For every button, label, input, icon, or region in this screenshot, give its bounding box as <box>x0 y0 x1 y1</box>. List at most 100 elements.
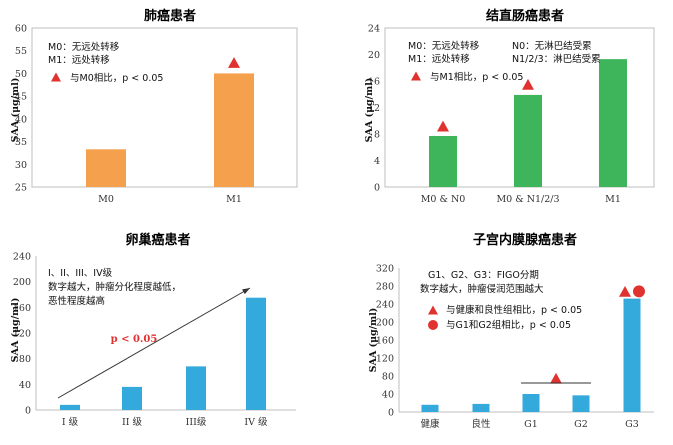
note-text: G1、G2、G3：FIGO分期 <box>428 270 539 281</box>
chart-title: 结直肠癌患者 <box>486 8 564 24</box>
note-text: M1：远处转移 <box>408 53 470 65</box>
trend-arrow-head-icon <box>242 288 250 295</box>
y-tick-label: 60 <box>15 24 27 35</box>
legend-text: 与M1相比，p < 0.05 <box>430 71 523 83</box>
chart-title: 子宫内膜腺癌患者 <box>473 232 577 248</box>
bar-4 <box>246 297 266 410</box>
legend-circle-icon <box>428 320 438 330</box>
y-tick-label: 280 <box>376 282 394 293</box>
chart-title: 卵巢癌患者 <box>125 232 190 248</box>
x-tick-label: M0 <box>98 194 114 205</box>
y-tick-label: 35 <box>15 137 27 148</box>
y-tick-label: 45 <box>15 92 27 103</box>
y-tick-label: 24 <box>368 24 380 35</box>
y-tick-label: 40 <box>15 114 27 125</box>
y-tick-label: 120 <box>376 354 394 365</box>
legend-text: 与健康和良性组相比，p < 0.05 <box>446 304 582 316</box>
y-tick-label: 240 <box>376 300 394 311</box>
note-text: M0：无远处转移 <box>408 40 480 52</box>
significance-triangle-icon <box>228 57 240 68</box>
significance-triangle-icon <box>437 120 449 132</box>
bar-1 <box>60 404 80 410</box>
significance-triangle-icon <box>550 372 562 384</box>
y-tick-label: 320 <box>376 264 394 275</box>
trend-arrow-line <box>57 287 251 399</box>
y-tick-label: 40 <box>19 380 31 391</box>
note-text: N1/2/3：淋巴结受累 <box>512 53 601 65</box>
x-tick-label: I 级 <box>62 416 79 428</box>
y-tick-label: 160 <box>13 303 31 314</box>
y-tick-label: 25 <box>15 183 27 194</box>
x-tick-label: M0 & N1/2/3 <box>496 194 559 205</box>
p-value-annotation: p < 0.05 <box>111 334 158 345</box>
y-tick-label: 30 <box>15 160 27 171</box>
x-tick-label: IV 级 <box>244 416 268 428</box>
chart-panel-2: 结直肠癌患者 0 4 8 12 16 20 24 SAA (μg/ml) M0 & N0 M0 & … <box>364 8 655 205</box>
y-tick-label: 0 <box>388 408 394 419</box>
x-tick-label: G3 <box>625 419 639 430</box>
y-tick-label: 120 <box>13 329 31 340</box>
bar-2 <box>122 386 142 410</box>
legend-triangle-icon <box>428 305 438 315</box>
y-tick-label: 16 <box>368 77 380 88</box>
x-tick-label: G2 <box>574 419 588 430</box>
y-tick-label: 50 <box>15 69 27 80</box>
bar-1 <box>86 149 126 187</box>
y-axis-label: SAA (μg/ml) <box>10 298 21 363</box>
legend-text: 与G1和G2组相比，p < 0.05 <box>446 319 571 331</box>
y-tick-label: 160 <box>376 336 394 347</box>
y-tick-label: 0 <box>25 406 31 417</box>
note-text: M1：远处转移 <box>48 54 110 66</box>
bar-3 <box>186 366 206 410</box>
y-tick-label: 8 <box>374 130 380 141</box>
x-tick-label: 健康 <box>420 418 440 430</box>
bar-4 <box>572 395 590 412</box>
y-axis-label: SAA (μg/ml) <box>10 78 21 143</box>
note-text: 数字越大，肿瘤分化程度越低， <box>48 281 181 293</box>
significance-circle-icon <box>633 285 645 298</box>
note-text: 恶性程度越高 <box>48 295 105 307</box>
x-tick-label: II 级 <box>122 416 143 428</box>
bar-5 <box>623 298 641 412</box>
bar-2 <box>214 73 254 187</box>
bar-1 <box>429 135 457 187</box>
y-tick-label: 240 <box>13 252 31 263</box>
bar-2 <box>472 403 490 412</box>
chart-title: 肺癌患者 <box>144 8 196 24</box>
y-tick-label: 40 <box>382 390 394 401</box>
significance-triangle-icon <box>619 286 631 297</box>
y-tick-label: 200 <box>376 318 394 329</box>
y-tick-label: 0 <box>374 183 380 194</box>
chart-panel-3: 卵巢癌患者 0 40 80 120 160 200 240 SAA (μg/ml) I 级 II 级… <box>10 232 296 428</box>
y-axis-label: SAA (μg/ml) <box>364 78 375 143</box>
legend-text: 与M0相比，p < 0.05 <box>70 72 163 84</box>
bar-1 <box>421 404 439 412</box>
y-tick-label: 12 <box>368 103 380 114</box>
note-text: 数字越大，肿瘤侵润范围越大 <box>420 283 544 295</box>
note-text: M0：无远处转移 <box>48 41 120 53</box>
significance-triangle-icon <box>522 78 534 90</box>
legend-triangle-icon <box>411 71 421 81</box>
y-tick-label: 55 <box>15 46 27 57</box>
bar-2 <box>514 94 542 187</box>
legend-triangle-icon <box>51 72 61 82</box>
x-tick-label: M1 <box>226 194 242 205</box>
y-tick-label: 20 <box>368 50 380 61</box>
y-tick-label: 200 <box>13 277 31 288</box>
bar-3 <box>599 59 627 188</box>
note-text: N0：无淋巴结受累 <box>512 40 592 52</box>
plot-frame <box>31 27 298 188</box>
y-tick-label: 80 <box>19 354 31 365</box>
bar-3 <box>522 394 540 412</box>
y-tick-label: 4 <box>374 156 380 167</box>
x-tick-label: M0 & N0 <box>421 194 466 205</box>
note-text: I、II、III、IV级 <box>48 267 113 279</box>
chart-panel-1: 肺癌患者 25 30 35 40 45 50 55 60 SAA (μg/ml) M0 M1 M0：无远… <box>10 8 298 205</box>
x-tick-label: M1 <box>605 194 621 205</box>
chart-panel-4: 子宫内膜腺癌患者 0 40 80 120 160 200 240 280 320 SAA (μg/m… <box>368 232 654 430</box>
x-tick-label: III级 <box>186 416 207 428</box>
x-tick-label: 良性 <box>471 418 491 430</box>
x-tick-label: G1 <box>524 419 538 430</box>
